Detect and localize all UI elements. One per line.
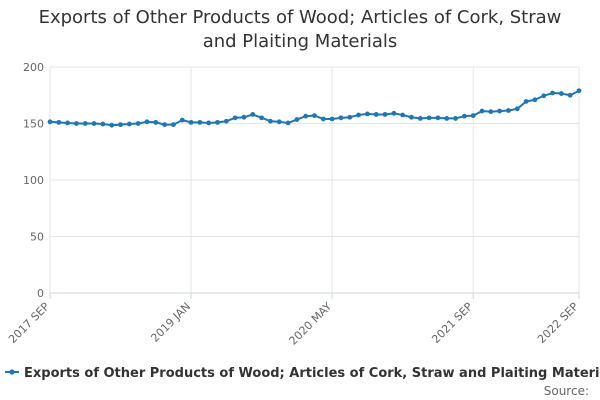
data-point[interactable]	[47, 119, 53, 125]
data-point[interactable]	[268, 118, 273, 124]
data-point[interactable]	[303, 113, 309, 119]
data-point[interactable]	[356, 112, 361, 118]
source-label: Source:	[544, 384, 589, 398]
data-point[interactable]	[188, 119, 194, 125]
series-layer	[47, 88, 582, 128]
data-point[interactable]	[206, 120, 212, 126]
data-point[interactable]	[541, 93, 547, 99]
chart-title-line-2: and Plaiting Materials	[202, 31, 398, 52]
legend-swatch-marker	[9, 369, 15, 375]
data-point[interactable]	[444, 116, 450, 121]
data-point[interactable]	[400, 112, 406, 118]
x-tick-label: 2020 MAY	[287, 300, 335, 348]
data-point[interactable]	[82, 121, 88, 126]
x-tick-label: 2017 SEP	[6, 300, 52, 346]
data-point[interactable]	[576, 88, 582, 94]
x-tick-label: 2019 JAN	[148, 300, 193, 345]
chart-title: Exports of Other Products of Wood; Artic…	[0, 6, 600, 54]
y-tick-label: 150	[23, 118, 44, 131]
data-point[interactable]	[162, 122, 168, 128]
data-point[interactable]	[506, 108, 511, 113]
data-point[interactable]	[365, 111, 370, 117]
data-point[interactable]	[435, 115, 441, 121]
data-point[interactable]	[347, 114, 353, 120]
data-point[interactable]	[74, 121, 79, 126]
data-point[interactable]	[65, 120, 71, 126]
data-point[interactable]	[100, 121, 106, 127]
data-point[interactable]	[109, 122, 115, 128]
y-tick-label: 100	[23, 174, 44, 187]
data-point[interactable]	[338, 115, 344, 121]
data-point[interactable]	[409, 114, 414, 120]
data-point[interactable]	[171, 122, 176, 128]
data-point[interactable]	[470, 113, 476, 118]
data-point[interactable]	[223, 118, 229, 124]
x-tick-label: 2022 SEP	[535, 300, 581, 346]
data-point[interactable]	[241, 114, 247, 120]
data-point[interactable]	[294, 117, 300, 122]
data-point[interactable]	[391, 110, 397, 116]
data-point[interactable]	[479, 108, 485, 114]
y-tick-label: 200	[23, 61, 44, 74]
data-point[interactable]	[426, 115, 432, 121]
data-point[interactable]	[497, 108, 503, 114]
data-point[interactable]	[144, 119, 150, 125]
data-point[interactable]	[453, 116, 458, 121]
gridlines	[49, 66, 580, 293]
data-point[interactable]	[91, 121, 97, 126]
data-point[interactable]	[56, 119, 62, 125]
data-point[interactable]	[250, 112, 256, 117]
legend[interactable]: Exports of Other Products of Wood; Artic…	[5, 366, 600, 381]
data-point[interactable]	[488, 109, 494, 115]
x-tick-label: 2021 SEP	[429, 300, 475, 346]
data-point[interactable]	[558, 91, 564, 96]
data-point[interactable]	[215, 119, 220, 125]
data-point[interactable]	[197, 119, 203, 125]
legend-label: Exports of Other Products of Wood; Artic…	[24, 366, 600, 381]
data-point[interactable]	[417, 116, 423, 121]
data-point[interactable]	[312, 113, 317, 118]
data-point[interactable]	[567, 92, 573, 98]
data-point[interactable]	[329, 116, 335, 122]
data-point[interactable]	[461, 113, 467, 119]
y-tick-label: 50	[30, 231, 44, 244]
data-point[interactable]	[153, 119, 159, 125]
data-point[interactable]	[532, 97, 538, 103]
data-point[interactable]	[232, 115, 238, 121]
series-line	[49, 89, 580, 127]
data-point[interactable]	[259, 115, 264, 121]
data-point[interactable]	[276, 119, 282, 125]
data-point[interactable]	[126, 121, 132, 127]
y-tick-label: 0	[37, 287, 44, 300]
data-point[interactable]	[118, 122, 123, 128]
data-point[interactable]	[285, 120, 291, 126]
axes: 0 50 100 150 200 2017 SEP 2019 JAN 2020 MAY 2021…	[6, 61, 581, 348]
data-point[interactable]	[373, 112, 379, 117]
data-point[interactable]	[514, 106, 520, 112]
data-point[interactable]	[550, 90, 555, 96]
data-point[interactable]	[320, 116, 326, 122]
data-point[interactable]	[135, 121, 141, 126]
data-point[interactable]	[523, 99, 529, 104]
data-point[interactable]	[382, 112, 388, 117]
data-point[interactable]	[179, 117, 185, 123]
chart-title-line-1: Exports of Other Products of Wood; Artic…	[38, 7, 562, 28]
